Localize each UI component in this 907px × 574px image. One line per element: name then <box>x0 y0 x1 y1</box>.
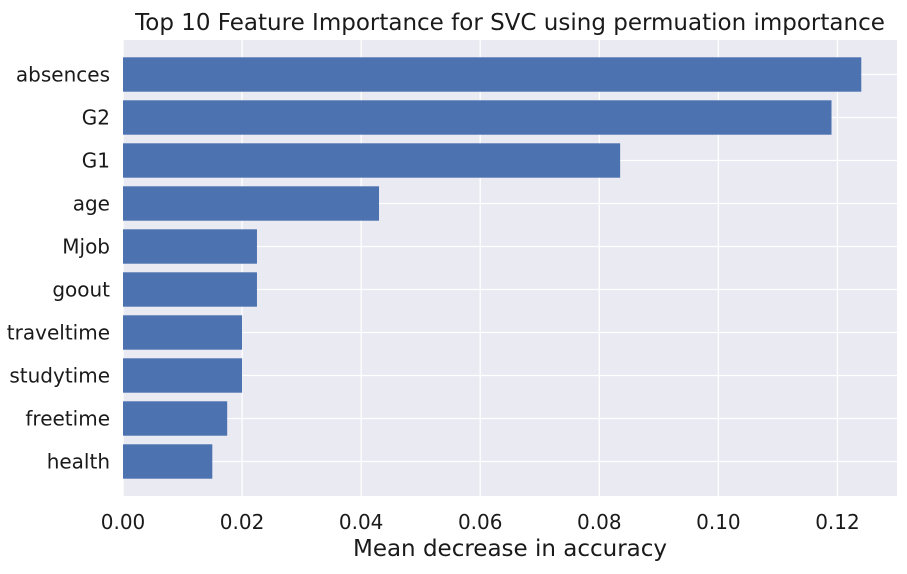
y-tick-label: freetime <box>25 407 110 431</box>
x-tick-label: 0.06 <box>458 510 503 534</box>
y-tick-label: G1 <box>82 149 110 173</box>
bar-freetime <box>123 401 228 436</box>
bar-age <box>123 186 380 221</box>
x-tick-label: 0.08 <box>577 510 622 534</box>
x-tick-label: 0.04 <box>339 510 384 534</box>
bar-mjob <box>123 229 257 264</box>
x-tick-label: 0.00 <box>101 510 146 534</box>
x-tick-label: 0.12 <box>815 510 860 534</box>
y-tick-label: absences <box>16 63 110 87</box>
y-tick-label: health <box>47 450 110 474</box>
bars <box>123 57 862 479</box>
y-tick-label: G2 <box>82 106 110 130</box>
x-tick-label: 0.02 <box>220 510 265 534</box>
chart-title: Top 10 Feature Importance for SVC using … <box>134 10 885 36</box>
x-axis-label: Mean decrease in accuracy <box>353 536 667 562</box>
bar-studytime <box>123 358 243 393</box>
x-tick-label: 0.10 <box>696 510 741 534</box>
bar-g1 <box>123 143 621 178</box>
bar-goout <box>123 272 257 307</box>
bar-health <box>123 444 213 479</box>
x-tick-labels: 0.00 0.02 0.04 0.06 0.08 0.10 0.12 <box>101 510 860 534</box>
y-tick-labels: absences G2 G1 age Mjob goout traveltime studyt… <box>7 63 110 474</box>
y-tick-label: traveltime <box>7 321 110 345</box>
y-tick-label: age <box>73 192 110 216</box>
bar-absences <box>123 57 862 92</box>
y-tick-label: Mjob <box>62 235 110 259</box>
y-tick-label: goout <box>52 278 110 302</box>
y-tick-label: studytime <box>9 364 110 388</box>
bar-g2 <box>123 100 832 135</box>
bar-traveltime <box>123 315 243 350</box>
